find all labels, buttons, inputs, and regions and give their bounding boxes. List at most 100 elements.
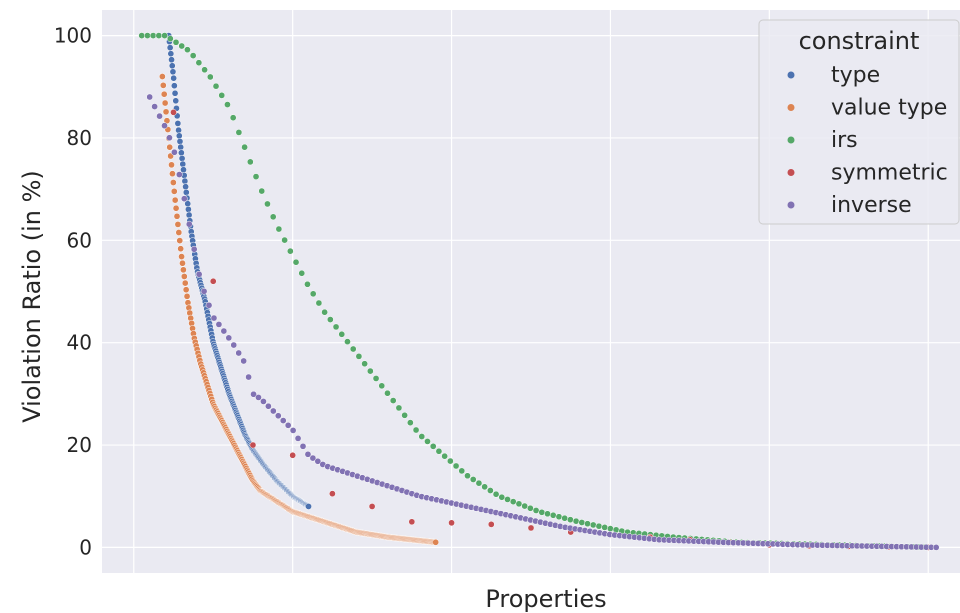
- data-points: [138, 32, 940, 551]
- point-irs: [144, 32, 151, 39]
- point-inverse: [185, 220, 193, 228]
- point-type: [170, 74, 178, 82]
- point-inverse: [151, 103, 158, 110]
- point-irs: [395, 404, 403, 412]
- point-irs: [366, 367, 374, 375]
- point-irs: [447, 457, 454, 465]
- point-irs: [344, 338, 351, 346]
- point-irs: [406, 419, 414, 427]
- legend-marker-inverse: [787, 201, 795, 209]
- point-type: [181, 177, 189, 185]
- legend-label-value-type: value type: [831, 96, 947, 121]
- point-irs: [269, 213, 277, 221]
- point-irs: [292, 258, 300, 266]
- point-irs: [504, 496, 511, 503]
- point-value-type: [173, 212, 181, 220]
- point-inverse: [171, 148, 178, 156]
- point-type: [185, 206, 192, 213]
- point-type: [171, 89, 179, 97]
- point-inverse: [156, 112, 163, 120]
- point-irs: [567, 516, 574, 524]
- legend-label-inverse: inverse: [831, 193, 912, 218]
- point-type: [182, 183, 189, 191]
- point-type: [171, 82, 178, 90]
- legend-box: [758, 19, 960, 225]
- y-tick-labels: 0 20 40 60 80 100: [54, 24, 92, 560]
- point-value-type: [159, 73, 166, 80]
- point-irs: [315, 299, 323, 307]
- point-irs: [595, 522, 603, 530]
- point-irs: [246, 158, 254, 166]
- point-inverse: [260, 398, 267, 405]
- point-irs: [475, 479, 483, 487]
- point-value-type: [169, 179, 177, 186]
- point-irs: [264, 200, 271, 208]
- point-value-type: [177, 245, 185, 253]
- point-irs: [544, 510, 551, 518]
- point-inverse: [195, 270, 203, 278]
- point-inverse: [314, 457, 322, 465]
- point-inverse: [309, 454, 317, 462]
- point-type: [179, 160, 187, 168]
- point-irs: [275, 225, 283, 233]
- point-irs: [224, 101, 231, 108]
- legend-marker-irs: [787, 136, 795, 144]
- legend-marker-symmetric: [787, 169, 795, 176]
- point-irs: [372, 375, 380, 382]
- legend-marker-type: [787, 71, 795, 79]
- point-value-type: [180, 273, 188, 280]
- point-irs: [401, 411, 408, 419]
- point-irs: [527, 504, 534, 512]
- point-value-type: [178, 253, 185, 260]
- point-inverse: [225, 334, 233, 342]
- point-irs: [509, 498, 517, 505]
- point-irs: [229, 114, 237, 122]
- point-type: [175, 126, 182, 134]
- point-type: [166, 44, 174, 52]
- point-irs: [412, 426, 420, 434]
- point-inverse: [245, 373, 252, 381]
- point-irs: [515, 500, 523, 508]
- point-irs: [418, 433, 426, 440]
- point-irs: [218, 92, 226, 99]
- point-irs: [389, 397, 397, 404]
- point-value-type: [432, 538, 440, 546]
- point-inverse: [289, 427, 297, 434]
- y-tick-label: 0: [79, 535, 92, 559]
- point-value-type: [175, 229, 183, 236]
- point-inverse: [200, 287, 208, 295]
- point-irs: [429, 442, 437, 450]
- y-tick-label: 40: [67, 331, 92, 355]
- point-inverse: [210, 314, 218, 322]
- point-value-type: [170, 188, 178, 195]
- point-irs: [521, 502, 529, 510]
- point-irs: [304, 280, 311, 288]
- point-symmetric: [368, 503, 376, 510]
- point-inverse: [250, 390, 257, 398]
- point-inverse: [304, 450, 312, 458]
- point-inverse: [161, 122, 168, 130]
- point-inverse: [230, 341, 238, 349]
- point-value-type: [169, 170, 176, 178]
- point-value-type: [166, 143, 174, 151]
- y-tick-label: 80: [67, 126, 92, 150]
- point-irs: [201, 66, 208, 74]
- point-type: [178, 155, 186, 162]
- point-irs: [435, 447, 443, 455]
- point-symmetric: [527, 524, 535, 532]
- point-type: [305, 503, 312, 510]
- point-symmetric: [448, 519, 455, 527]
- point-inverse: [220, 327, 228, 335]
- y-tick-label: 60: [67, 228, 92, 252]
- point-value-type: [159, 82, 167, 89]
- point-value-type: [168, 161, 175, 169]
- point-inverse: [180, 195, 188, 203]
- point-irs: [424, 438, 431, 445]
- series-inverse: [146, 93, 940, 551]
- point-irs: [607, 525, 614, 532]
- point-type: [172, 97, 180, 105]
- point-inverse: [166, 134, 173, 142]
- point-symmetric: [289, 451, 297, 459]
- legend-label-type: type: [831, 63, 880, 88]
